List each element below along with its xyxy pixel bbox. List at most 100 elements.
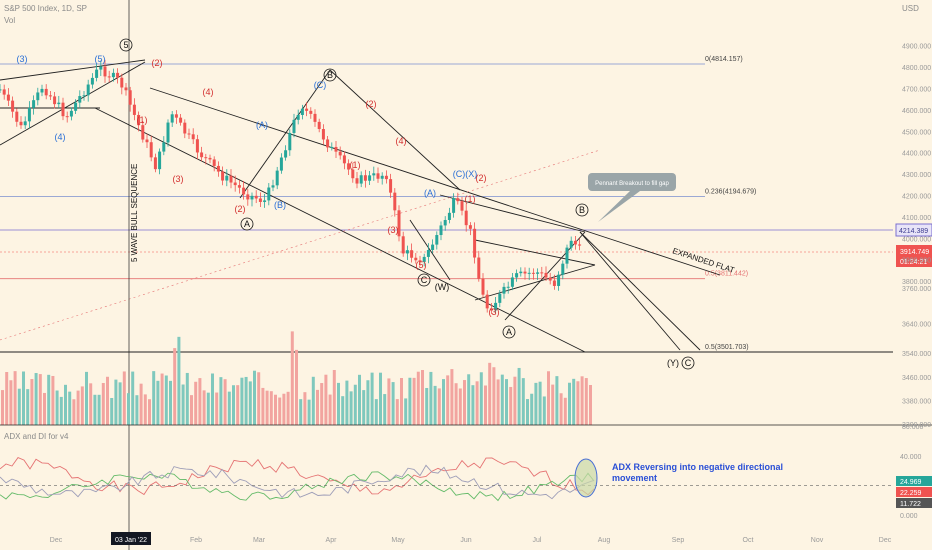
candle-body xyxy=(78,96,82,103)
symbol-title[interactable]: S&P 500 Index, 1D, SP xyxy=(4,4,88,13)
candle-body xyxy=(166,122,170,143)
candle-body xyxy=(124,87,128,91)
volume-legend[interactable]: Vol xyxy=(4,16,16,25)
volume-bar xyxy=(278,397,282,425)
candle-body xyxy=(544,272,548,278)
volume-bar xyxy=(97,394,101,425)
candle-body xyxy=(137,114,141,126)
wave-label: (Y) xyxy=(667,358,679,368)
date-highlight-box xyxy=(111,532,151,545)
last-price-box xyxy=(896,245,932,267)
wave-circle xyxy=(417,273,431,287)
price-tick-label: 3800.000 xyxy=(902,279,931,286)
di-minus-line xyxy=(0,464,595,500)
volume-bar xyxy=(412,377,416,425)
volume-bar xyxy=(38,374,42,425)
volume-bar xyxy=(534,382,538,425)
candle-body xyxy=(359,175,363,184)
candle-body xyxy=(82,95,86,97)
candle-body xyxy=(103,66,107,77)
volume-bar xyxy=(93,394,97,425)
volume-bar xyxy=(446,375,450,425)
candle-body xyxy=(405,250,409,254)
candle-body xyxy=(431,244,435,250)
volume-bar xyxy=(555,376,559,425)
volume-bar xyxy=(139,383,143,425)
volume-bar xyxy=(248,381,252,425)
volume-bar xyxy=(219,377,223,425)
volume-bar xyxy=(290,331,294,425)
wave-circle xyxy=(119,38,133,52)
price-axis[interactable]: 4900.000 4800.000 4700.000 4600.000 4500.000… xyxy=(902,44,931,431)
volume-bar xyxy=(505,379,508,425)
candle-body xyxy=(221,171,225,181)
price-tick-label: 4700.000 xyxy=(902,86,931,93)
wave-label: (4) xyxy=(396,136,407,146)
time-tick-label: Feb xyxy=(190,537,202,544)
volume-bar xyxy=(450,369,454,425)
volume-bar xyxy=(509,386,513,425)
volume-bar xyxy=(303,392,307,425)
candle-body xyxy=(489,308,493,311)
candle-body xyxy=(258,198,262,202)
candle-body xyxy=(132,104,136,115)
volume-bar xyxy=(282,393,286,425)
candle-body xyxy=(208,157,212,160)
volume-bar xyxy=(160,373,164,425)
volume-bar xyxy=(530,393,534,425)
candlesticks xyxy=(0,59,582,314)
volume-bar xyxy=(408,377,412,425)
candle-body xyxy=(183,122,187,134)
candle-body xyxy=(309,110,313,114)
candle-body xyxy=(44,88,48,96)
time-tick-label: 03 Jan '22 xyxy=(115,537,147,544)
time-axis[interactable]: Dec 03 Jan '22 Feb Mar Apr May Jun Jul Aug Sep Oct… xyxy=(50,532,892,545)
candle-body xyxy=(95,69,99,78)
volume-bar xyxy=(173,348,177,425)
volume-bar xyxy=(568,382,571,425)
candle-body xyxy=(355,178,359,184)
volume-bar xyxy=(143,394,147,425)
volume-bar xyxy=(307,399,311,425)
adx-value-box xyxy=(896,487,932,497)
volume-bar xyxy=(106,376,109,425)
candle-body xyxy=(292,119,296,133)
volume-bar xyxy=(1,390,4,425)
trendline xyxy=(239,69,331,199)
candle-body xyxy=(485,294,489,309)
wave-label: (C)(X) xyxy=(453,169,478,179)
candle-body xyxy=(36,92,40,101)
volume-bar xyxy=(26,389,30,425)
volume-bar xyxy=(269,391,273,425)
candle-body xyxy=(107,76,111,78)
volume-bar xyxy=(135,395,139,425)
candle-body xyxy=(494,302,498,311)
callout-pointer xyxy=(598,191,640,222)
volume-bar xyxy=(404,398,408,425)
price-tick-label: 3540.000 xyxy=(902,351,931,358)
candle-body xyxy=(204,157,208,159)
wave-label: (4) xyxy=(55,132,66,142)
trendline xyxy=(94,107,586,353)
volume-bar xyxy=(211,373,214,425)
wave-label: A xyxy=(244,219,250,229)
candle-body xyxy=(401,236,405,254)
candle-body xyxy=(19,121,23,126)
candle-body xyxy=(447,212,451,220)
indicator-legend[interactable]: ADX and DI for v4 xyxy=(4,432,69,441)
wave-label: (3) xyxy=(17,54,28,64)
volume-bar xyxy=(177,336,181,425)
volume-bar xyxy=(43,392,46,425)
volume-bar xyxy=(206,392,210,425)
candle-body xyxy=(86,84,90,96)
trendline xyxy=(329,69,461,191)
volume-bar xyxy=(131,371,135,425)
price-tick-label: 3300.000 xyxy=(902,422,931,429)
candle-body xyxy=(57,102,61,105)
candle-body xyxy=(313,113,317,122)
candle-body xyxy=(296,114,300,120)
currency-label: USD xyxy=(902,4,919,13)
candle-body xyxy=(351,169,355,179)
wave-label: 5 xyxy=(123,40,128,50)
